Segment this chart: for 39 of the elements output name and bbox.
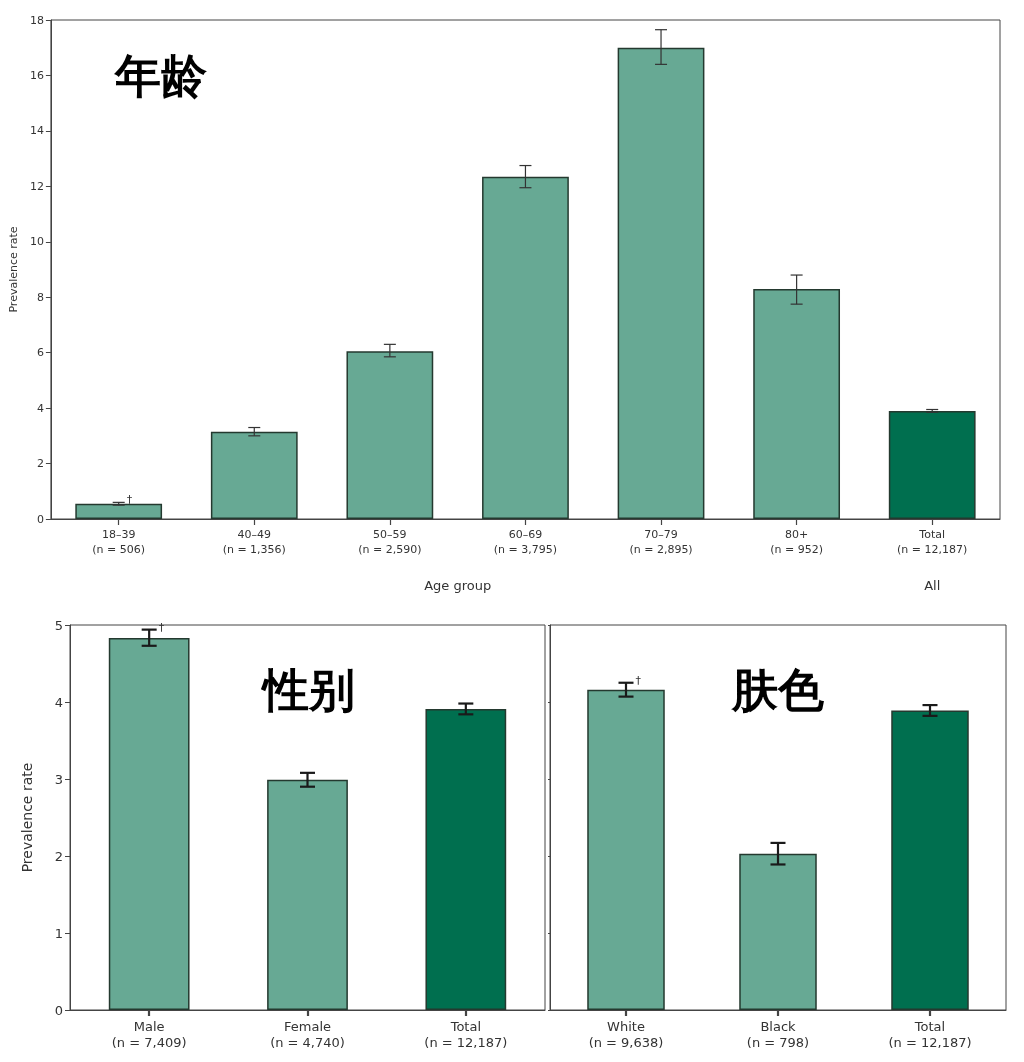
x-tick-label: Total (n = 12,187): [897, 528, 968, 556]
annotation: †: [126, 493, 133, 507]
y-tick-label: 2: [36, 457, 44, 471]
x-tick-label: 18–39 (n = 506): [92, 528, 146, 556]
text: All: [924, 577, 941, 593]
annotation: †: [158, 620, 165, 634]
y-tick-label: 14: [29, 124, 44, 138]
x-tick-label: White (n = 9,638): [588, 1018, 664, 1050]
y-tick-label: 6: [36, 346, 44, 360]
x-tick-label: 40–49 (n = 1,356): [222, 528, 286, 556]
x-tick-label: Female (n = 4,740): [270, 1018, 345, 1050]
y-tick-label: 0: [54, 1002, 63, 1018]
y-tick-label: 8: [36, 290, 44, 304]
y-axis-title: Prevalence rate: [7, 226, 20, 313]
y-tick-label: 4: [36, 401, 44, 415]
y-tick-label: 4: [54, 694, 63, 710]
x-axis-title: Age group: [424, 577, 492, 593]
y-tick-label: 1: [54, 925, 63, 941]
text: 年龄: [113, 49, 207, 103]
x-tick-label: Total (n = 12,187): [888, 1018, 972, 1050]
x-tick-label: 50–59 (n = 2,590): [358, 528, 422, 556]
y-tick-label: 0: [36, 512, 44, 526]
x-tick-label: 60–69 (n = 3,795): [493, 528, 558, 556]
y-tick-label: 3: [54, 771, 63, 787]
y-tick-label: 2: [54, 848, 63, 864]
x-tick-label: Total (n = 12,187): [424, 1018, 508, 1050]
annotation: †: [635, 673, 642, 687]
y-tick-label: 10: [29, 235, 44, 249]
y-tick-label: 5: [54, 617, 63, 633]
x-tick-label: Black (n = 798): [746, 1018, 810, 1050]
x-tick-label: Male (n = 7,409): [111, 1018, 187, 1050]
y-tick-label: 18: [29, 13, 44, 27]
y-tick-label: 16: [29, 68, 44, 82]
x-tick-label: 80+ (n = 952): [770, 528, 823, 556]
y-tick-label: 12: [29, 179, 44, 193]
x-tick-label: 70–79 (n = 2,895): [629, 528, 693, 556]
text: 性别: [260, 663, 355, 717]
text: 肤色: [731, 663, 824, 717]
y-axis-title: Prevalence rate: [19, 762, 35, 873]
